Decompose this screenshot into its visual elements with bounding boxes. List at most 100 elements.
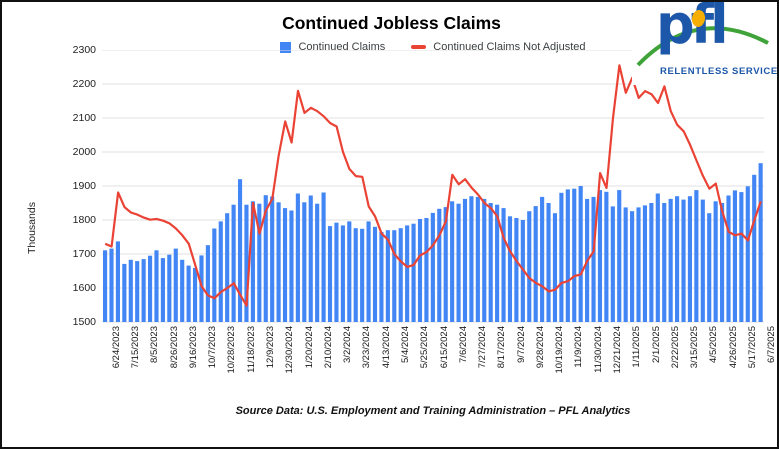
blue-square-icon bbox=[280, 41, 292, 53]
x-axis-label: 4/26/2025 bbox=[727, 326, 739, 369]
y-axis-label: 2200 bbox=[72, 78, 96, 90]
claims-bar bbox=[610, 206, 615, 322]
claims-bar bbox=[591, 196, 596, 322]
claims-bar bbox=[430, 212, 435, 322]
x-axis-label: 7/6/2024 bbox=[457, 326, 469, 363]
claims-bar bbox=[103, 250, 108, 322]
x-axis-label: 8/26/2023 bbox=[168, 326, 180, 369]
y-axis-label: 1700 bbox=[72, 248, 96, 260]
claims-bar bbox=[720, 203, 725, 322]
x-axis-label: 8/5/2023 bbox=[149, 326, 161, 363]
x-axis-label: 7/15/2023 bbox=[129, 326, 141, 369]
x-axis-label: 11/18/2023 bbox=[245, 326, 257, 373]
chart-title: Continued Jobless Claims bbox=[282, 13, 501, 33]
claims-bar bbox=[302, 202, 307, 322]
claims-bar bbox=[495, 204, 500, 322]
x-axis-label: 1/11/2025 bbox=[631, 326, 643, 368]
y-axis-label: 1500 bbox=[72, 316, 96, 328]
claims-bar bbox=[604, 191, 609, 322]
claims-bar bbox=[135, 261, 140, 322]
claims-bar bbox=[392, 230, 397, 322]
claims-bar bbox=[347, 221, 352, 322]
claims-bar bbox=[533, 206, 538, 322]
claims-bar bbox=[572, 188, 577, 322]
claims-bar bbox=[482, 198, 487, 322]
x-axis-label: 3/15/2025 bbox=[689, 326, 701, 369]
x-axis-label: 11/30/2024 bbox=[592, 326, 604, 373]
claims-bar bbox=[128, 259, 133, 322]
claims-bar bbox=[411, 223, 416, 322]
x-axis-label: 8/17/2024 bbox=[496, 326, 508, 369]
claims-bar bbox=[488, 203, 493, 322]
claims-bar bbox=[681, 199, 686, 322]
y-axis-title: Thousands bbox=[26, 202, 38, 254]
claims-bar bbox=[507, 216, 513, 322]
claims-bar bbox=[379, 231, 384, 322]
claims-bar bbox=[732, 190, 737, 322]
claims-bar bbox=[295, 193, 300, 322]
claims-bar bbox=[276, 202, 281, 322]
claims-bar bbox=[540, 196, 545, 322]
claims-bar bbox=[527, 211, 532, 322]
claims-bar bbox=[713, 201, 718, 322]
claims-bar bbox=[199, 255, 204, 322]
pfl-logo: pfl RELENTLESS SERVICE™ bbox=[632, 2, 777, 85]
logo-tagline: RELENTLESS SERVICE™ bbox=[658, 65, 777, 79]
claims-bar bbox=[417, 219, 423, 322]
claims-bar bbox=[687, 196, 692, 322]
claims-bar bbox=[675, 196, 680, 322]
claims-bar bbox=[340, 225, 345, 322]
x-axis-label: 2/1/2025 bbox=[650, 326, 662, 363]
x-axis-label: 5/17/2025 bbox=[747, 326, 758, 369]
claims-bar bbox=[475, 196, 480, 322]
claims-bar bbox=[225, 213, 230, 322]
claims-bar bbox=[385, 230, 390, 322]
x-axis-label: 4/13/2024 bbox=[380, 326, 392, 369]
x-axis-label: 10/28/2023 bbox=[226, 326, 238, 374]
claims-bar bbox=[282, 208, 288, 322]
x-axis-label: 12/21/2024 bbox=[612, 326, 624, 374]
claims-bar bbox=[289, 210, 294, 322]
x-axis-label: 9/16/2023 bbox=[187, 326, 199, 369]
claims-bar bbox=[424, 218, 429, 322]
claims-bar bbox=[180, 259, 185, 322]
x-axis-label: 11/9/2024 bbox=[573, 326, 585, 368]
x-axis-label: 9/7/2024 bbox=[515, 326, 527, 363]
x-axis-label: 10/7/2023 bbox=[207, 326, 219, 369]
claims-bar bbox=[173, 248, 178, 322]
y-axis-label: 1600 bbox=[72, 282, 96, 294]
claims-bar bbox=[469, 196, 474, 322]
x-axis-label: 12/9/2023 bbox=[264, 326, 276, 369]
claims-bar bbox=[372, 226, 378, 322]
claims-bar bbox=[694, 190, 699, 322]
claims-bar bbox=[115, 241, 120, 322]
claims-bar bbox=[546, 203, 551, 322]
claims-bar bbox=[514, 218, 519, 322]
claims-bar bbox=[437, 208, 442, 322]
not-adjusted-line bbox=[104, 64, 762, 307]
claims-bar bbox=[642, 205, 648, 322]
x-axis-label: 3/2/2024 bbox=[342, 326, 354, 363]
claims-bar bbox=[739, 192, 744, 322]
claims-bar bbox=[308, 195, 313, 322]
claims-bar bbox=[700, 199, 705, 322]
claims-bar bbox=[250, 201, 255, 322]
y-axis-label: 1800 bbox=[72, 214, 96, 226]
claims-bar bbox=[366, 221, 371, 322]
claims-bar bbox=[443, 207, 448, 322]
logo-swoosh-icon bbox=[636, 26, 769, 67]
claims-bar bbox=[218, 221, 223, 322]
y-axis-label: 2300 bbox=[72, 44, 96, 56]
claims-bar bbox=[552, 213, 558, 322]
plot-area bbox=[102, 50, 764, 323]
x-axis-label: 5/4/2024 bbox=[399, 326, 411, 363]
claims-bar bbox=[147, 255, 153, 322]
claims-bar bbox=[501, 208, 506, 322]
claims-bar bbox=[636, 207, 641, 322]
claims-bar bbox=[623, 207, 628, 322]
claims-bar bbox=[745, 186, 750, 322]
y-axis-label: 2000 bbox=[72, 146, 96, 158]
claims-bar bbox=[205, 245, 210, 322]
claims-bar bbox=[462, 198, 468, 322]
